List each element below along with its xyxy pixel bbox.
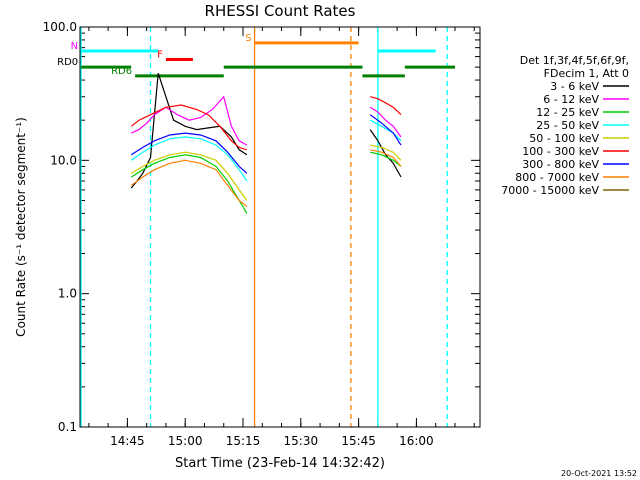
series-line [130, 136, 248, 182]
flag-bar-label: RD0 [57, 57, 78, 68]
legend-entry-label: 50 - 100 keV [529, 132, 599, 145]
x-tick-label: 15:30 [284, 434, 319, 448]
legend: Det 1f,3f,4f,5f,6f,9f,FDecim 1, Att 03 -… [501, 54, 629, 197]
x-axis-label: Start Time (23-Feb-14 14:32:42) [175, 456, 385, 471]
plot-frame [79, 26, 481, 428]
series-line [370, 149, 402, 167]
chart-title: RHESSI Count Rates [205, 2, 356, 20]
series-line [370, 144, 402, 161]
series-line [130, 132, 248, 174]
series-line [370, 96, 402, 116]
legend-entry-label: 100 - 300 keV [522, 145, 599, 158]
series-line [130, 151, 248, 201]
series-line [130, 159, 248, 208]
legend-entry-label: 12 - 25 keV [536, 106, 599, 119]
y-tick-label: 100.0 [43, 20, 77, 34]
series-line [369, 106, 402, 138]
series-line [131, 95, 248, 146]
y-tick-label: 0.1 [58, 420, 77, 434]
series-line [130, 104, 248, 151]
x-tick-label: 15:00 [168, 434, 203, 448]
legend-entry-label: 800 - 7000 keV [515, 171, 599, 184]
y-axis-label: Count Rate (s⁻¹ detector segment⁻¹) [14, 117, 28, 337]
footer-timestamp: 20-Oct-2021 13:52 [561, 469, 637, 478]
plot-area: 0.1 1.0 10.0 100.0 14:45 15:00 15:15 15:30 15:45… [43, 20, 480, 448]
series-line [130, 73, 248, 189]
series-line [369, 114, 402, 146]
x-tick-label: 15:15 [226, 434, 261, 448]
legend-entry-label: 3 - 6 keV [550, 80, 599, 93]
x-tick-label: 14:45 [110, 434, 145, 448]
legend-header: FDecim 1, Att 0 [544, 67, 629, 80]
legend-entry-label: 300 - 800 keV [522, 158, 599, 171]
series-line [370, 151, 402, 167]
legend-entry-label: 7000 - 15000 keV [501, 184, 599, 197]
flag-bar-label: S [245, 33, 251, 44]
y-tick-label: 10.0 [50, 153, 77, 167]
x-tick-label: 16:00 [399, 434, 434, 448]
legend-entry-label: 6 - 12 keV [543, 93, 599, 106]
y-tick-label: 1.0 [58, 287, 77, 301]
x-tick-label: 15:45 [341, 434, 376, 448]
series-line [369, 129, 402, 178]
series-line [369, 119, 402, 142]
flag-bar-label: F [157, 50, 163, 61]
series-line [130, 154, 248, 214]
legend-entry-label: 25 - 50 keV [536, 119, 599, 132]
legend-header: Det 1f,3f,4f,5f,6f,9f, [520, 54, 629, 67]
flag-bar-label: RD6 [111, 66, 132, 77]
flag-bar-label: N [71, 41, 78, 52]
